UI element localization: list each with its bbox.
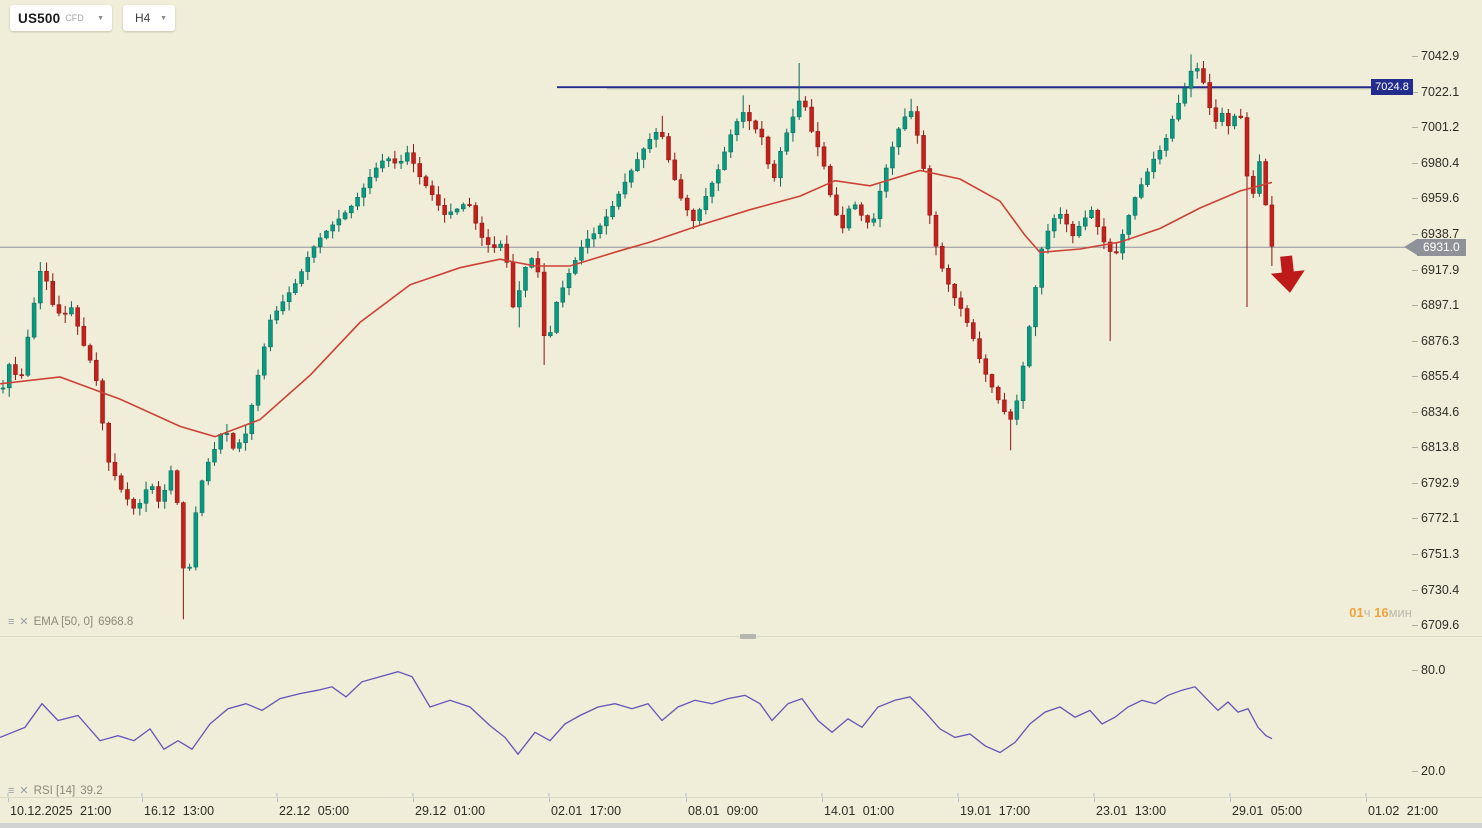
price-tick-label: 7022.1 — [1412, 84, 1459, 100]
ema-line[interactable] — [0, 169, 1273, 438]
symbol-name: US500 — [18, 10, 61, 26]
time-tick-mark — [1366, 798, 1367, 802]
price-tick-label: 7042.9 — [1412, 48, 1459, 64]
time-tick-mark — [549, 798, 550, 802]
price-tick-label: 6897.1 — [1412, 297, 1459, 313]
indicator-close-icon[interactable]: ✕ — [19, 784, 29, 797]
price-badge-pointer — [1404, 239, 1417, 255]
time-tick-label: 02.01 17:00 — [551, 804, 622, 818]
price-tick-label: 20.0 — [1412, 763, 1445, 779]
price-tick-label: 6813.8 — [1412, 439, 1459, 455]
time-tick-label: 16.12 13:00 — [144, 804, 215, 818]
down-arrow-annotation[interactable] — [1269, 254, 1307, 294]
countdown-hours: 01 — [1349, 605, 1364, 620]
price-tick-label: 6730.4 — [1412, 582, 1459, 598]
time-tick-label: 19.01 17:00 — [960, 804, 1031, 818]
chevron-down-icon: ▼ — [97, 14, 104, 22]
time-tick-mark — [822, 798, 823, 802]
timeframe-selector[interactable]: H4 ▼ — [123, 5, 175, 31]
time-tick-mark — [958, 798, 959, 802]
time-tick-label: 29.01 05:00 — [1232, 804, 1303, 818]
bottom-scroll-strip[interactable] — [0, 823, 1482, 828]
time-tick-label: 29.12 01:00 — [415, 804, 486, 818]
price-tick-label: 6709.6 — [1412, 617, 1459, 633]
rsi-indicator-row: ≡ ✕ RSI [14] 39.2 — [8, 785, 103, 797]
price-tick-label: 6834.6 — [1412, 404, 1459, 420]
pane-resize-handle[interactable] — [740, 634, 756, 639]
indicator-settings-icon[interactable]: ≡ — [8, 784, 15, 797]
chevron-down-icon: ▼ — [160, 14, 167, 22]
price-tick-label: 6772.1 — [1412, 510, 1459, 526]
rsi-indicator-value: 39.2 — [80, 785, 103, 797]
time-tick-mark — [1094, 798, 1095, 802]
time-tick-label: 10.12.2025 21:00 — [10, 804, 112, 818]
price-tick-label: 6876.3 — [1412, 333, 1459, 349]
current-price-badge: 6931.0 — [1404, 239, 1466, 256]
countdown-minutes: 16 — [1374, 605, 1389, 620]
time-tick-mark — [8, 798, 9, 802]
price-tick-label: 6938.7 — [1412, 226, 1459, 242]
rsi-line[interactable] — [0, 671, 1273, 756]
time-tick-label: 22.12 05:00 — [279, 804, 350, 818]
level-price-badge: 7024.8 — [1371, 79, 1413, 95]
ema-indicator-value: 6968.8 — [98, 616, 134, 628]
price-tick-label: 6855.4 — [1412, 368, 1459, 384]
candles-layer — [0, 54, 1275, 620]
main-chart-pane[interactable] — [0, 0, 1412, 636]
time-tick-mark — [413, 798, 414, 802]
countdown-hours-unit: ч — [1363, 605, 1371, 620]
bar-countdown-timer: 01ч 16мин — [1330, 605, 1412, 620]
current-price-value: 6931.0 — [1417, 239, 1466, 256]
time-tick-mark — [1230, 798, 1231, 802]
time-tick-label: 14.01 01:00 — [824, 804, 895, 818]
rsi-indicator-label: RSI [14] — [33, 785, 76, 797]
time-tick-mark — [686, 798, 687, 802]
price-tick-label: 6959.6 — [1412, 190, 1459, 206]
price-tick-label: 6751.3 — [1412, 546, 1459, 562]
price-tick-label: 6792.9 — [1412, 475, 1459, 491]
price-axis[interactable]: 7042.9 7022.1 7001.2 6980.4 6959.6 6938.7 6917… — [1412, 0, 1482, 798]
time-tick-label: 01.02 21:00 — [1368, 804, 1439, 818]
ema-indicator-label: EMA [50, 0] — [33, 616, 94, 628]
countdown-minutes-unit: мин — [1388, 605, 1412, 620]
time-tick-mark — [142, 798, 143, 802]
price-tick-label: 7001.2 — [1412, 119, 1459, 135]
time-axis[interactable]: 10.12.2025 21:00 16.12 13:00 22.12 05:00 29… — [0, 798, 1482, 822]
time-axis-separator — [0, 797, 1482, 798]
indicator-settings-icon[interactable]: ≡ — [8, 615, 15, 628]
price-tick-label: 6980.4 — [1412, 155, 1459, 171]
symbol-type-label: CFD — [65, 13, 84, 23]
time-tick-mark — [277, 798, 278, 802]
time-tick-label: 08.01 09:00 — [688, 804, 759, 818]
time-tick-label: 23.01 13:00 — [1096, 804, 1167, 818]
price-tick-label: 6917.9 — [1412, 262, 1459, 278]
indicator-close-icon[interactable]: ✕ — [19, 615, 29, 628]
rsi-pane[interactable] — [0, 640, 1412, 797]
ema-indicator-row: ≡ ✕ EMA [50, 0] 6968.8 — [8, 616, 133, 628]
price-tick-label: 80.0 — [1412, 662, 1445, 678]
symbol-selector[interactable]: US500 CFD ▼ — [10, 5, 112, 31]
timeframe-label: H4 — [135, 11, 151, 25]
